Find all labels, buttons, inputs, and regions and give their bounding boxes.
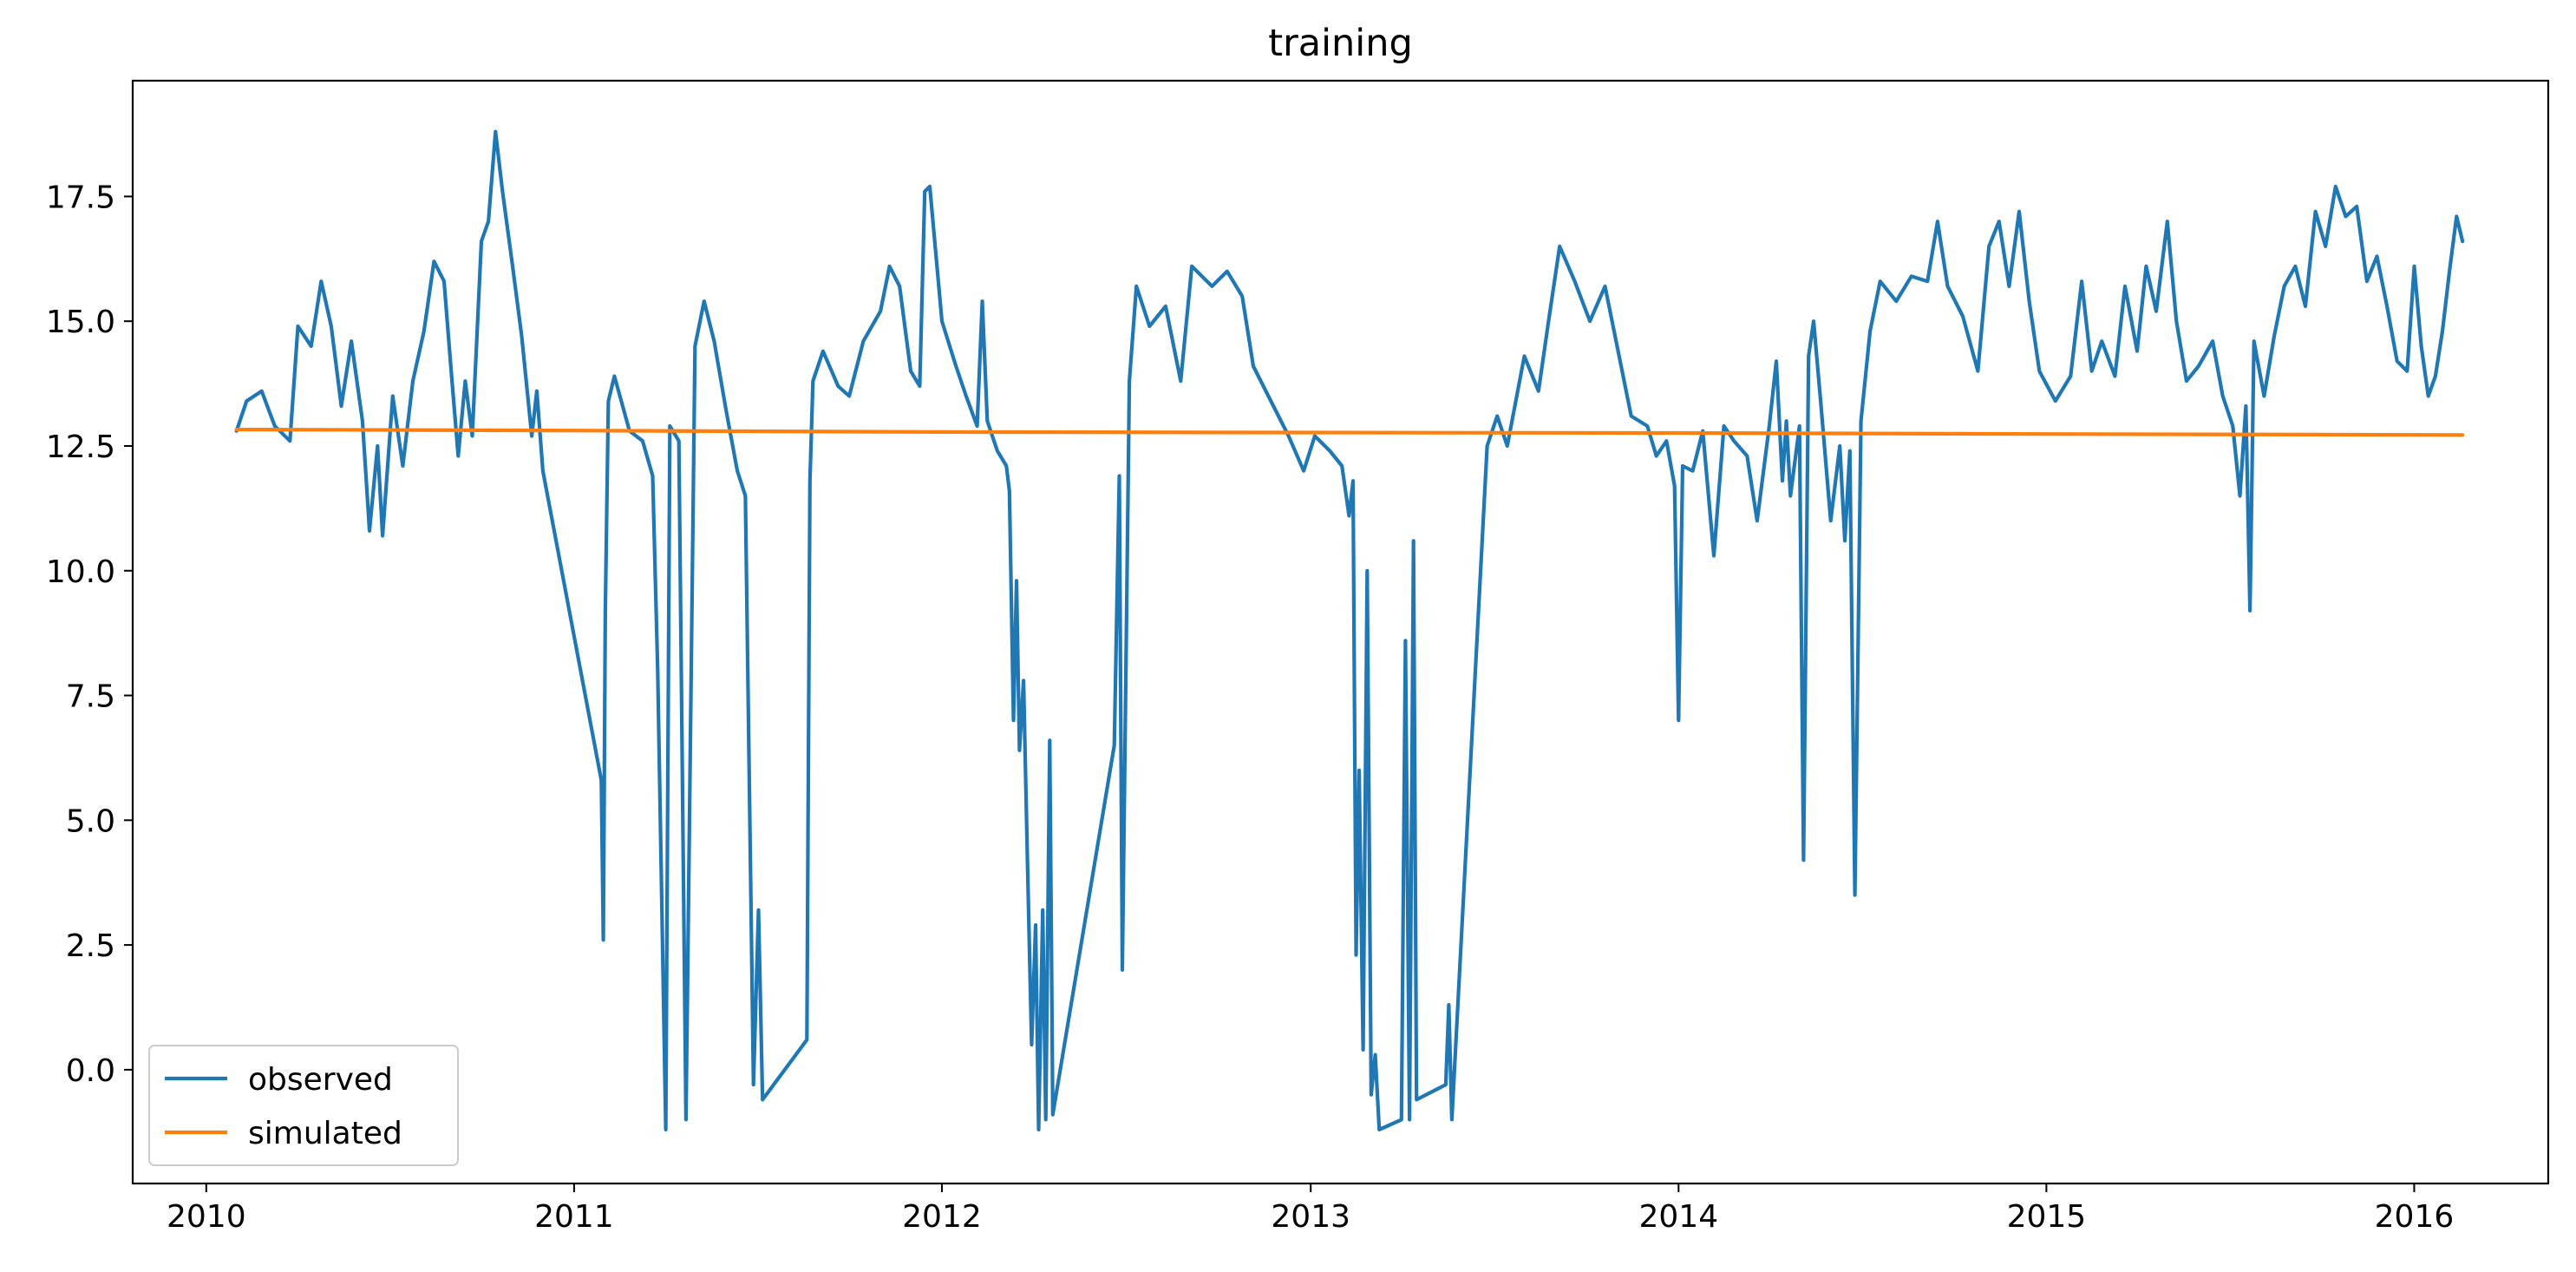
y-tick-label: 2.5 — [66, 928, 115, 964]
legend-box — [148, 1045, 459, 1166]
x-tick-label: 2015 — [2007, 1199, 2087, 1235]
x-tick-label: 2014 — [1638, 1199, 1718, 1235]
y-tick-label: 5.0 — [66, 803, 115, 839]
x-axis: 2010 2011 2012 2013 2014 2015 2016 — [167, 1183, 2454, 1235]
x-tick-label: 2013 — [1271, 1199, 1350, 1235]
legend-label-observed: observed — [248, 1062, 393, 1098]
y-tick-label: 15.0 — [46, 305, 115, 340]
y-axis: 0.0 2.5 5.0 7.5 10.0 12.5 15.0 17.5 — [46, 180, 133, 1089]
plot-frame — [131, 79, 2550, 1185]
x-tick-label: 2012 — [902, 1199, 982, 1235]
y-tick-label: 12.5 — [46, 429, 115, 465]
series-layer — [234, 129, 2465, 1131]
y-tick-label: 17.5 — [46, 180, 115, 215]
x-tick-label: 2016 — [2375, 1199, 2455, 1235]
legend-label-simulated: simulated — [248, 1116, 402, 1151]
y-tick-label: 0.0 — [66, 1053, 115, 1089]
x-tick-label: 2010 — [167, 1199, 246, 1235]
legend: observed simulated — [148, 1045, 459, 1166]
y-tick-label: 10.0 — [46, 554, 115, 590]
series-line-simulated — [234, 427, 2465, 437]
y-tick-label: 7.5 — [66, 679, 115, 715]
x-tick-label: 2011 — [534, 1199, 614, 1235]
series-line-observed — [234, 129, 2465, 1131]
chart-title: training — [1268, 22, 1413, 65]
